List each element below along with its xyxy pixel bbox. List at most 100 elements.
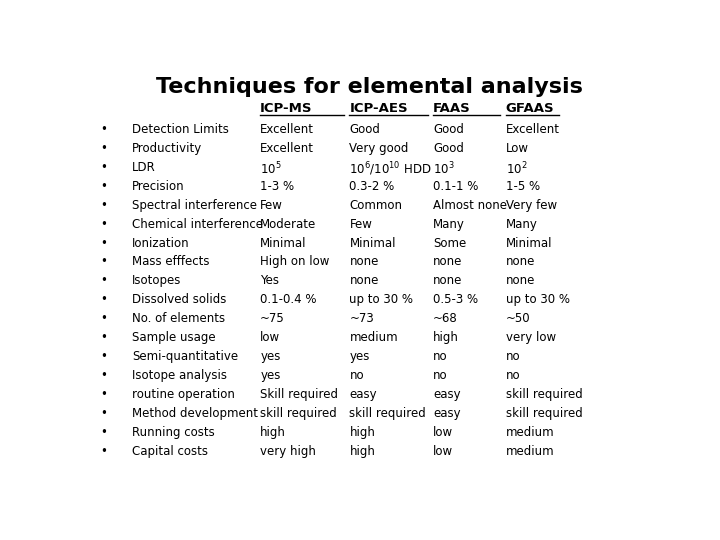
- Text: routine operation: routine operation: [132, 388, 235, 401]
- Text: 1-5 %: 1-5 %: [505, 180, 540, 193]
- Text: up to 30 %: up to 30 %: [505, 293, 570, 306]
- Text: Yes: Yes: [260, 274, 279, 287]
- Text: Chemical interference: Chemical interference: [132, 218, 263, 231]
- Text: Good: Good: [349, 123, 380, 136]
- Text: ICP-MS: ICP-MS: [260, 102, 312, 115]
- Text: easy: easy: [433, 407, 461, 420]
- Text: none: none: [433, 255, 462, 268]
- Text: high: high: [433, 331, 459, 344]
- Text: •: •: [100, 369, 107, 382]
- Text: 10$^{2}$: 10$^{2}$: [505, 161, 527, 178]
- Text: Isotopes: Isotopes: [132, 274, 181, 287]
- Text: •: •: [100, 388, 107, 401]
- Text: no: no: [505, 369, 521, 382]
- Text: Dissolved solids: Dissolved solids: [132, 293, 226, 306]
- Text: easy: easy: [433, 388, 461, 401]
- Text: medium: medium: [505, 444, 554, 457]
- Text: Many: Many: [433, 218, 465, 231]
- Text: no: no: [349, 369, 364, 382]
- Text: •: •: [100, 444, 107, 457]
- Text: No. of elements: No. of elements: [132, 312, 225, 325]
- Text: Method development: Method development: [132, 407, 258, 420]
- Text: very high: very high: [260, 444, 316, 457]
- Text: Capital costs: Capital costs: [132, 444, 208, 457]
- Text: none: none: [433, 274, 462, 287]
- Text: none: none: [505, 274, 535, 287]
- Text: very low: very low: [505, 331, 556, 344]
- Text: Good: Good: [433, 142, 464, 155]
- Text: Some: Some: [433, 237, 467, 249]
- Text: High on low: High on low: [260, 255, 330, 268]
- Text: 0.3-2 %: 0.3-2 %: [349, 180, 395, 193]
- Text: ICP-AES: ICP-AES: [349, 102, 408, 115]
- Text: Semi-quantitative: Semi-quantitative: [132, 350, 238, 363]
- Text: •: •: [100, 426, 107, 438]
- Text: •: •: [100, 180, 107, 193]
- Text: skill required: skill required: [505, 407, 582, 420]
- Text: low: low: [433, 426, 454, 438]
- Text: 0.1-0.4 %: 0.1-0.4 %: [260, 293, 317, 306]
- Text: GFAAS: GFAAS: [505, 102, 554, 115]
- Text: •: •: [100, 312, 107, 325]
- Text: •: •: [100, 161, 107, 174]
- Text: easy: easy: [349, 388, 377, 401]
- Text: none: none: [349, 274, 379, 287]
- Text: ~73: ~73: [349, 312, 374, 325]
- Text: ~75: ~75: [260, 312, 285, 325]
- Text: Sample usage: Sample usage: [132, 331, 215, 344]
- Text: low: low: [433, 444, 454, 457]
- Text: yes: yes: [260, 369, 281, 382]
- Text: Running costs: Running costs: [132, 426, 215, 438]
- Text: LDR: LDR: [132, 161, 156, 174]
- Text: high: high: [349, 444, 375, 457]
- Text: Spectral interference: Spectral interference: [132, 199, 257, 212]
- Text: Productivity: Productivity: [132, 142, 202, 155]
- Text: Good: Good: [433, 123, 464, 136]
- Text: Techniques for elemental analysis: Techniques for elemental analysis: [156, 77, 582, 97]
- Text: Very few: Very few: [505, 199, 557, 212]
- Text: none: none: [349, 255, 379, 268]
- Text: Very good: Very good: [349, 142, 409, 155]
- Text: Detection Limits: Detection Limits: [132, 123, 229, 136]
- Text: yes: yes: [260, 350, 281, 363]
- Text: Excellent: Excellent: [260, 123, 314, 136]
- Text: Minimal: Minimal: [260, 237, 307, 249]
- Text: Minimal: Minimal: [349, 237, 396, 249]
- Text: yes: yes: [349, 350, 370, 363]
- Text: medium: medium: [505, 426, 554, 438]
- Text: Almost none: Almost none: [433, 199, 507, 212]
- Text: Mass efffects: Mass efffects: [132, 255, 210, 268]
- Text: •: •: [100, 293, 107, 306]
- Text: Precision: Precision: [132, 180, 184, 193]
- Text: 1-3 %: 1-3 %: [260, 180, 294, 193]
- Text: •: •: [100, 142, 107, 155]
- Text: high: high: [349, 426, 375, 438]
- Text: •: •: [100, 407, 107, 420]
- Text: •: •: [100, 123, 107, 136]
- Text: no: no: [505, 350, 521, 363]
- Text: Low: Low: [505, 142, 528, 155]
- Text: Excellent: Excellent: [260, 142, 314, 155]
- Text: Few: Few: [260, 199, 283, 212]
- Text: skill required: skill required: [349, 407, 426, 420]
- Text: •: •: [100, 237, 107, 249]
- Text: Skill required: Skill required: [260, 388, 338, 401]
- Text: Ionization: Ionization: [132, 237, 189, 249]
- Text: 0.5-3 %: 0.5-3 %: [433, 293, 478, 306]
- Text: •: •: [100, 350, 107, 363]
- Text: 0.1-1 %: 0.1-1 %: [433, 180, 479, 193]
- Text: 10$^{3}$: 10$^{3}$: [433, 161, 455, 178]
- Text: high: high: [260, 426, 286, 438]
- Text: skill required: skill required: [505, 388, 582, 401]
- Text: •: •: [100, 274, 107, 287]
- Text: no: no: [433, 350, 448, 363]
- Text: •: •: [100, 331, 107, 344]
- Text: ~68: ~68: [433, 312, 458, 325]
- Text: Common: Common: [349, 199, 402, 212]
- Text: Few: Few: [349, 218, 372, 231]
- Text: Many: Many: [505, 218, 538, 231]
- Text: •: •: [100, 199, 107, 212]
- Text: low: low: [260, 331, 280, 344]
- Text: skill required: skill required: [260, 407, 337, 420]
- Text: 10$^{5}$: 10$^{5}$: [260, 161, 282, 178]
